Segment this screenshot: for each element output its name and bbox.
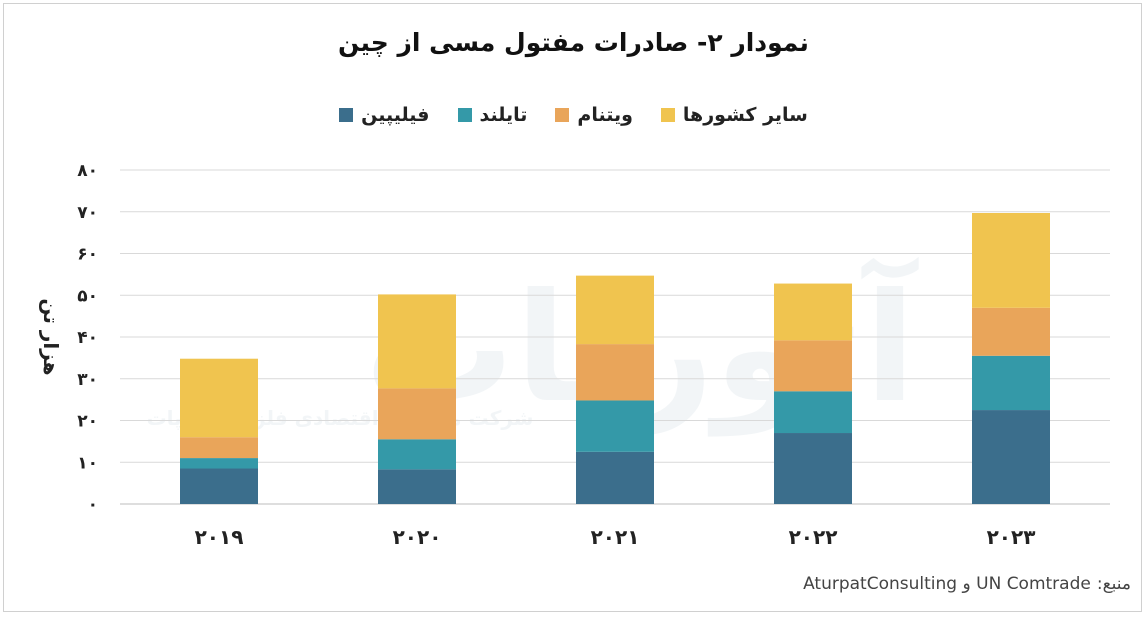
source-text: UN Comtrade و AturpatConsulting (803, 574, 1091, 594)
legend-item-1: تایلند (457, 104, 528, 126)
chart-title: نمودار ۲- صادرات مفتول مسی از چین (338, 28, 809, 57)
bar-0-series-3 (180, 358, 258, 438)
y-tick-40: ۴۰ (77, 328, 98, 348)
bar-4-series-3 (972, 213, 1050, 308)
y-tick-50: ۵۰ (77, 286, 98, 306)
source-note: منبع:UN Comtrade و AturpatConsulting (797, 574, 1131, 594)
legend-swatch-0 (339, 108, 354, 122)
y-tick-labels: ۰ ۱۰ ۲۰ ۳۰ ۴۰ ۵۰ ۶۰ ۷۰ ۸۰ (77, 161, 98, 515)
x-tick-2: ۲۰۲۱ (591, 525, 640, 549)
bar-2-series-1 (576, 400, 654, 452)
bar-4-series-2 (972, 307, 1050, 356)
y-tick-30: ۳۰ (77, 370, 98, 390)
legend-swatch-2 (555, 108, 570, 122)
legend-item-2: ویتنام (555, 104, 633, 126)
x-tick-labels: ۲۰۱۹ ۲۰۲۰ ۲۰۲۱ ۲۰۲۲ ۲۰۲۳ (195, 525, 1036, 549)
bar-3-series-3 (774, 283, 852, 341)
bars (180, 213, 1050, 504)
legend-label-2: ویتنام (577, 104, 633, 126)
chart-frame (3, 3, 1142, 612)
y-tick-20: ۲۰ (77, 412, 98, 432)
bar-3-series-2 (774, 340, 852, 392)
bar-2-series-3 (576, 275, 654, 345)
legend-swatch-1 (457, 108, 472, 122)
bar-3-series-0 (774, 433, 852, 504)
y-tick-80: ۸۰ (77, 161, 98, 181)
bar-1-series-1 (378, 439, 456, 470)
x-tick-3: ۲۰۲۲ (789, 525, 838, 549)
x-tick-0: ۲۰۱۹ (195, 525, 244, 549)
legend-label-1: تایلند (479, 104, 528, 126)
legend-label-0: فیلیپین (361, 104, 430, 126)
bar-1-series-3 (378, 294, 456, 389)
legend-item-3: سایر کشورها (660, 104, 808, 126)
x-tick-4: ۲۰۲۳ (987, 525, 1036, 549)
y-tick-0: ۰ (88, 495, 98, 515)
legend-item-0: فیلیپین (339, 104, 430, 126)
bar-1-series-2 (378, 388, 456, 440)
bar-0-series-0 (180, 468, 258, 504)
source-label: منبع: (1096, 574, 1131, 594)
bar-2-series-0 (576, 451, 654, 504)
y-tick-60: ۶۰ (77, 245, 98, 265)
bar-0-series-2 (180, 437, 258, 459)
y-tick-70: ۷۰ (77, 203, 98, 223)
legend-label-3: سایر کشورها (682, 104, 808, 126)
bar-3-series-1 (774, 391, 852, 434)
bar-4-series-1 (972, 355, 1050, 411)
chart-legend: سایر کشورها ویتنام تایلند فیلیپین (0, 104, 1147, 126)
bar-2-series-2 (576, 344, 654, 401)
legend-swatch-3 (660, 108, 675, 122)
bar-1-series-0 (378, 469, 456, 504)
bar-0-series-1 (180, 458, 258, 469)
bar-4-series-0 (972, 410, 1050, 504)
y-tick-10: ۱۰ (77, 453, 98, 473)
x-tick-1: ۲۰۲۰ (393, 525, 442, 549)
y-axis-label: هزار تن (39, 298, 63, 375)
